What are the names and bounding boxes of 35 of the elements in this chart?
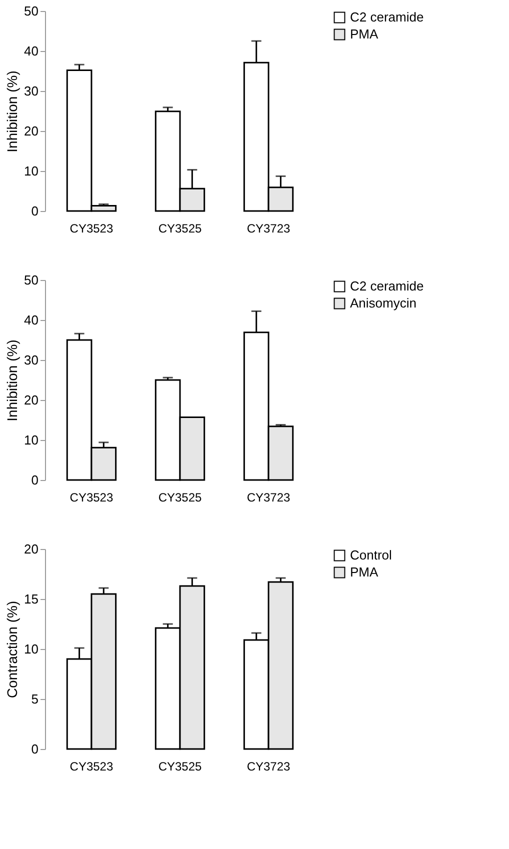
y-tick-label: 50 bbox=[24, 4, 38, 18]
legend-label: PMA bbox=[350, 564, 378, 580]
x-tick-label: CY3523 bbox=[70, 222, 114, 236]
y-tick-label: 15 bbox=[24, 592, 38, 606]
y-tick-label: 10 bbox=[24, 164, 38, 178]
legend-label: Anisomycin bbox=[350, 296, 416, 310]
x-tick-label: CY3525 bbox=[158, 760, 202, 774]
x-tick-label: CY3523 bbox=[70, 760, 114, 774]
legend-label: C2 ceramide bbox=[350, 10, 424, 24]
y-tick-label: 20 bbox=[24, 392, 38, 408]
y-tick-label: 40 bbox=[24, 312, 38, 328]
y-axis-title: Inhibition (%) bbox=[4, 340, 20, 422]
x-tick-label: CY3723 bbox=[246, 222, 291, 236]
y-tick-label: 5 bbox=[31, 692, 38, 706]
y-tick-label: 0 bbox=[31, 472, 38, 488]
y-tick-label: 20 bbox=[24, 542, 38, 556]
y-tick-label: 30 bbox=[24, 352, 38, 368]
y-tick-label: 20 bbox=[24, 124, 38, 138]
x-tick-label: CY3523 bbox=[70, 490, 114, 504]
y-tick-label: 30 bbox=[24, 84, 38, 98]
y-tick-label: 0 bbox=[31, 204, 38, 218]
y-tick-label: 0 bbox=[31, 742, 38, 756]
legend-label: C2 ceramide bbox=[350, 278, 424, 294]
x-tick-label: CY3723 bbox=[246, 760, 291, 774]
y-tick-label: 40 bbox=[24, 44, 38, 58]
x-tick-label: CY3525 bbox=[158, 490, 202, 504]
y-axis-title: Contraction (%) bbox=[4, 600, 20, 698]
legend-label: PMA bbox=[350, 26, 378, 42]
y-tick-label: 10 bbox=[24, 642, 38, 656]
x-tick-label: CY3525 bbox=[158, 222, 202, 236]
y-tick-label: 50 bbox=[24, 272, 38, 288]
y-tick-label: 10 bbox=[24, 432, 38, 448]
legend-label: Control bbox=[350, 548, 392, 562]
x-tick-label: CY3723 bbox=[246, 490, 291, 504]
y-axis-title: Inhibition (%) bbox=[4, 70, 20, 152]
